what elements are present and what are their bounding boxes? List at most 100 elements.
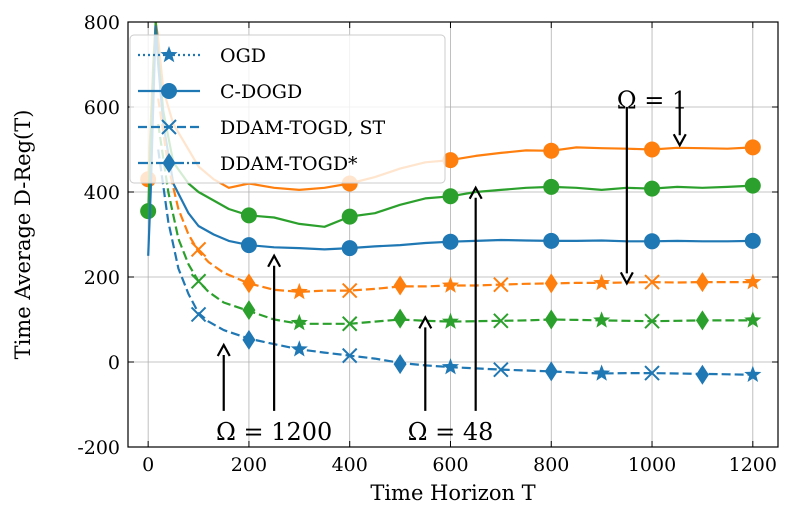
x-marker — [341, 347, 358, 364]
legend-label: DDAM-TOGD* — [220, 153, 358, 175]
circle-marker — [543, 178, 560, 195]
x-marker-stroke — [341, 282, 358, 299]
star-marker — [441, 276, 459, 293]
legend: OGD C-DOGD DDAM-TOGD, ST DDAM-TOGD* — [129, 34, 446, 184]
star-marker — [744, 365, 762, 382]
legend-diamond-marker — [162, 153, 176, 173]
x-marker-stroke — [493, 361, 509, 378]
circle-marker — [644, 141, 661, 158]
x-marker-stroke — [644, 274, 660, 290]
legend-x-marker — [161, 119, 177, 135]
star-marker — [290, 340, 308, 357]
y-tick-label: 200 — [84, 267, 120, 289]
circle-marker — [240, 237, 257, 254]
annotation-2: Ω = 1 — [617, 87, 687, 286]
x-marker-stroke — [644, 365, 660, 381]
x-marker — [190, 273, 207, 289]
annotation-1: Ω = 48 — [408, 185, 494, 446]
x-marker-stroke — [341, 316, 358, 332]
annotation-label: Ω = 1200 — [216, 418, 332, 446]
x-tick-label: 1200 — [729, 454, 777, 476]
diamond-marker — [393, 275, 407, 296]
x-tick-label: 0 — [142, 454, 154, 476]
circle-marker — [240, 207, 257, 224]
annotation-arrow-head — [672, 133, 687, 148]
x-marker — [493, 361, 509, 378]
diamond-marker — [242, 329, 256, 350]
diamond-marker — [393, 354, 407, 375]
x-tick-label: 400 — [332, 454, 368, 476]
legend-item: DDAM-TOGD, ST — [138, 117, 385, 139]
annotation-0: Ω = 1200 — [216, 253, 332, 446]
star-marker — [290, 282, 308, 300]
annotation-layer: Ω = 1200 Ω = 48 Ω = 1 — [216, 87, 687, 447]
legend-label: OGD — [220, 45, 266, 67]
x-tick-label: 800 — [533, 454, 569, 476]
circle-marker — [644, 233, 661, 250]
diamond-marker — [393, 308, 407, 329]
x-marker-stroke — [190, 306, 207, 323]
x-marker — [190, 241, 207, 258]
x-marker-stroke — [161, 119, 177, 135]
x-marker-stroke — [341, 347, 358, 364]
diamond-marker — [544, 273, 558, 294]
x-marker — [341, 282, 358, 299]
diamond-marker — [695, 272, 709, 293]
y-tick-label: 600 — [84, 97, 120, 119]
diamond-marker — [242, 273, 256, 294]
circle-marker — [341, 240, 358, 257]
x-marker-stroke — [493, 313, 509, 329]
y-tick-label: 400 — [84, 182, 120, 204]
axes-layer: 0 200 400 600 800 1000 1200 -200 0 200 400 600 800 Ti… — [11, 12, 779, 505]
x-marker-stroke — [190, 241, 207, 258]
star-marker — [593, 311, 611, 328]
series-ddam-togd-1 — [157, 98, 762, 300]
legend-circle-marker — [161, 83, 177, 99]
series-line — [157, 98, 753, 293]
star-marker — [290, 313, 308, 331]
legend-label: C-DOGD — [220, 81, 302, 103]
annotation-arrow-head — [468, 185, 483, 200]
circle-marker — [644, 180, 661, 197]
circle-marker — [543, 232, 560, 249]
diamond-marker — [242, 300, 256, 321]
x-marker-stroke — [190, 273, 207, 289]
series-line — [157, 149, 753, 376]
star-marker — [593, 364, 611, 381]
axes-frame — [127, 21, 779, 448]
x-tick-label: 200 — [231, 454, 267, 476]
circle-marker — [744, 232, 761, 249]
y-axis-label: Time Average D-Reg(T) — [11, 110, 35, 360]
circle-marker — [442, 152, 459, 169]
x-marker — [190, 306, 207, 323]
annotation-arrow-head — [619, 271, 634, 286]
x-axis-label: Time Horizon T — [370, 481, 535, 505]
circle-marker — [442, 233, 459, 250]
diamond-marker — [695, 310, 709, 331]
circle-marker — [442, 188, 459, 205]
diamond-marker — [695, 364, 709, 385]
circle-marker — [341, 208, 358, 225]
x-marker — [493, 276, 509, 293]
star-marker — [744, 311, 762, 328]
annotation-arrow-head — [216, 342, 231, 357]
y-tick-label: -200 — [77, 437, 120, 459]
legend-label: DDAM-TOGD, ST — [220, 117, 385, 139]
x-tick-label: 1000 — [628, 454, 676, 476]
annotation-arrow-head — [267, 253, 282, 268]
diamond-marker — [544, 309, 558, 330]
annotation-label: Ω = 48 — [408, 418, 494, 446]
legend-box — [129, 34, 446, 184]
legend-star-marker — [160, 46, 178, 63]
x-marker — [644, 365, 660, 381]
annotation-arrow-head — [418, 315, 433, 329]
series-ddam-togd-1200 — [157, 149, 762, 385]
star-marker — [441, 358, 459, 375]
circle-marker — [744, 139, 761, 156]
x-marker — [493, 313, 509, 329]
x-marker-stroke — [644, 313, 660, 329]
diamond-marker — [544, 361, 558, 382]
star-marker — [593, 273, 611, 291]
star-marker — [441, 312, 459, 329]
